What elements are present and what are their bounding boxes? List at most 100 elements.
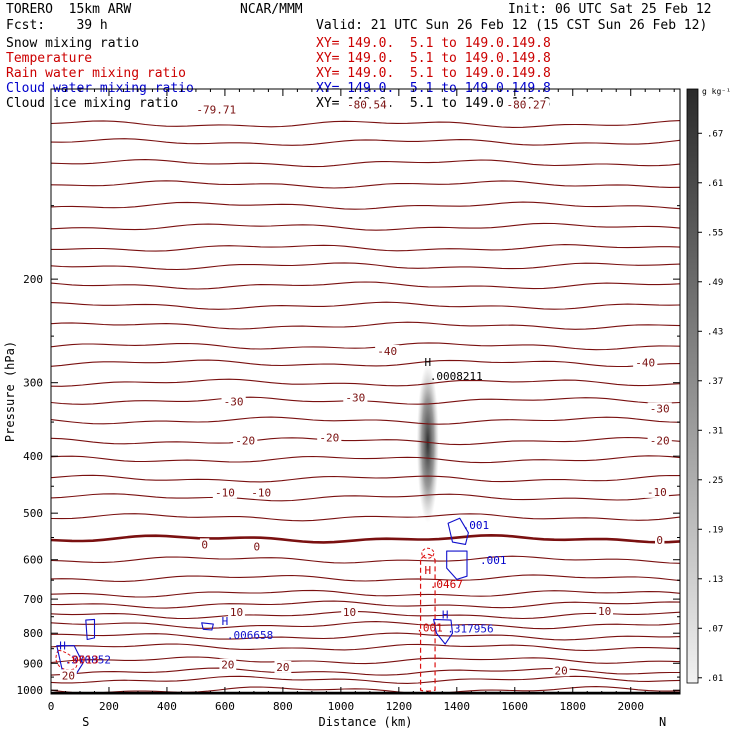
field-xy-temperature: XY= 149.0. 5.1 to 149.0.149.8 [316, 51, 551, 66]
temperature-label-bg [274, 660, 292, 673]
temperature-label-bg [228, 605, 245, 618]
y-tick-label: 300 [23, 377, 43, 390]
cloud-water-contour [446, 550, 468, 580]
cloud-water-max-value: .006658 [227, 629, 273, 642]
temperature-label: -40 [635, 356, 655, 369]
field-label-cloud-ice: Cloud ice mixing ratio [6, 96, 179, 111]
cloud-water-max-marker: H [222, 615, 229, 628]
temperature-label-bg [193, 103, 240, 116]
temperature-label-bg [655, 533, 665, 546]
temperature-label-bg [596, 604, 614, 617]
colorbar-tick-label: .19 [707, 525, 723, 535]
temperature-contour [50, 589, 681, 598]
temperature-label-bg [375, 345, 400, 358]
temperature-contour [50, 474, 681, 483]
temperature-contour [50, 222, 681, 231]
temperature-label-bg [221, 395, 246, 408]
temperature-contour [50, 120, 681, 128]
cloud-water-contour [433, 618, 454, 645]
colorbar: g kg⁻¹ .67 .61 .55 .49 .43 .37 .31 .25 .19 .13 .07.… [686, 87, 731, 684]
temperature-label: -20 [319, 432, 339, 445]
y-tick-label: 200 [23, 273, 43, 286]
temperature-label: 20 [555, 664, 568, 677]
temperature-label-bg [317, 431, 342, 444]
model-name: TORERO 15km ARW [6, 2, 132, 17]
y-tick-label: 900 [23, 657, 43, 670]
north-end-label: N [659, 715, 666, 729]
temperature-label: -10 [251, 486, 271, 499]
x-tick-label: 1000 [328, 700, 355, 713]
colorbar-tick-label: .07 [707, 624, 723, 634]
temperature-label-bg [343, 391, 368, 404]
temperature-contour [50, 321, 681, 330]
colorbar-tick-label: .37 [707, 377, 723, 387]
x-tick-label: 2000 [617, 700, 644, 713]
rain-water-contour-left [55, 649, 78, 671]
temperature-contour [50, 201, 681, 210]
temperature-label-bg [633, 356, 658, 369]
temperature-label: -79.71 [196, 104, 236, 117]
temperature-contour [50, 180, 681, 189]
temperature-contour [50, 159, 681, 168]
temperature-label: -80.27 [506, 99, 546, 112]
rain-water-contour [419, 553, 436, 692]
cloud-water-contour [201, 622, 214, 631]
temperature-label-bg [644, 485, 669, 498]
colorbar-tick-label: .49 [707, 278, 723, 288]
temperature-label: 10 [598, 605, 611, 618]
rain-water-contour-top [421, 547, 435, 559]
plot-frame [50, 88, 681, 695]
contour-value-label: .001 [480, 554, 507, 567]
temperature-label: 10 [343, 606, 356, 619]
x-tick-label: 1800 [560, 700, 587, 713]
temperature-contour [50, 436, 681, 446]
cloud-water-max-marker: H [59, 640, 66, 653]
y-tick-label: 400 [23, 450, 43, 463]
temperature-label: -20 [235, 434, 255, 447]
temperature-label: 0 [656, 534, 663, 547]
temperature-contour [50, 667, 680, 676]
temperature-contour [50, 656, 681, 665]
cloud-water-max-value: .317956 [447, 623, 493, 636]
init-time: Init: 06 UTC Sat 25 Feb 12 [508, 2, 712, 17]
temperature-contour [50, 262, 681, 271]
y-tick-label: 800 [23, 627, 43, 640]
temperature-contour [50, 600, 681, 609]
y-tick-label: 1000 [17, 684, 44, 697]
temperature-contour [50, 416, 681, 425]
temperature-label-bg [341, 605, 358, 618]
temperature-label-bg [219, 658, 237, 671]
contour-value-label: .001 [463, 519, 490, 532]
colorbar-tick-label: .67 [707, 129, 723, 139]
colorbar-tick-label: .43 [707, 327, 723, 337]
temperature-label-bg [503, 98, 550, 111]
x-tick-label: 400 [157, 700, 177, 713]
temperature-label-bg [249, 486, 274, 499]
contour-value-label: .0013 [65, 653, 98, 666]
x-tick-label: 1200 [386, 700, 413, 713]
temperature-contour [50, 359, 681, 368]
temperature-contour [50, 378, 681, 387]
temperature-contour [51, 632, 681, 641]
y-axis-title: Pressure (hPa) [3, 341, 17, 442]
colorbar-tick-label: .01 [707, 674, 723, 684]
colorbar-scale [686, 88, 699, 684]
temperature-label-bg [343, 98, 391, 111]
cloud-water-contour [56, 645, 84, 678]
x-tick-label: 0 [48, 700, 55, 713]
contour-value-label: .001 [416, 622, 443, 635]
organization: NCAR/MMM [240, 2, 303, 17]
forecast-hour: Fcst: 39 h [6, 18, 108, 33]
temperature-contour [50, 342, 681, 351]
snow-max-marker: H [425, 356, 432, 369]
temperature-contour [50, 621, 681, 630]
temperature-contour [50, 281, 681, 290]
temperature-label: 20 [221, 659, 234, 672]
rain-max-value: .0467 [430, 578, 463, 591]
cloud-water-max-value: .370852 [65, 654, 111, 667]
temperature-label-bg [647, 402, 672, 415]
rain-max-marker: H [425, 564, 432, 577]
temperature-contours [50, 120, 681, 695]
freezing-level-contour [50, 533, 681, 544]
temperature-label: -80.54 [347, 99, 387, 112]
